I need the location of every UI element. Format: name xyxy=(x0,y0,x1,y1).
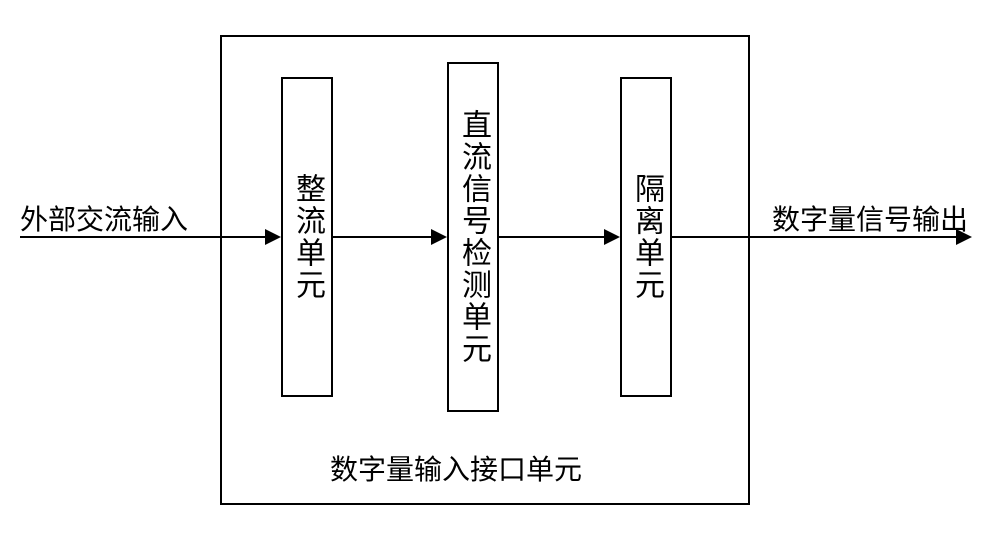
output-label: 数字量信号输出 xyxy=(772,198,968,238)
arrow-3-head xyxy=(604,229,620,245)
arrow-1-head xyxy=(265,229,281,245)
block-dc-signal-detect: 直流信号检测单元 xyxy=(447,62,499,412)
block-isolation: 隔离单元 xyxy=(620,77,672,397)
arrow-2-line xyxy=(333,236,431,238)
arrow-4-head xyxy=(956,229,972,245)
arrow-2-head xyxy=(431,229,447,245)
block-rectifier-label: 整流单元 xyxy=(285,173,329,301)
arrow-1-line xyxy=(20,236,265,238)
block-isolation-label: 隔离单元 xyxy=(624,173,668,301)
arrow-4-line xyxy=(672,236,956,238)
container-label: 数字量输入接口单元 xyxy=(330,448,582,488)
arrow-3-line xyxy=(499,236,604,238)
block-rectifier: 整流单元 xyxy=(281,77,333,397)
block-diagram: 整流单元 直流信号检测单元 隔离单元 外部交流输入 数字量信号输出 数字量输入接… xyxy=(0,0,1000,546)
block-dc-signal-detect-label: 直流信号检测单元 xyxy=(451,109,495,365)
input-label: 外部交流输入 xyxy=(20,198,188,238)
